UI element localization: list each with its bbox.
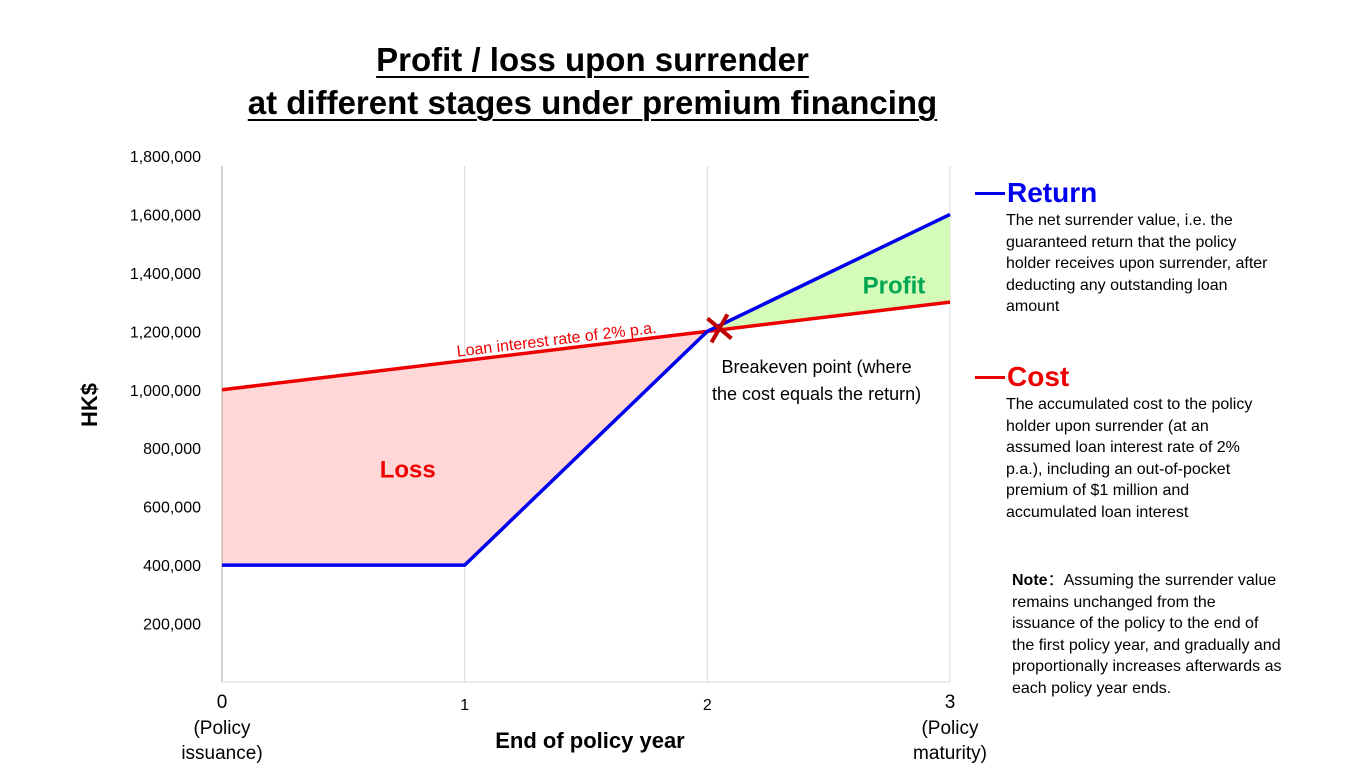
legend-cost-swatch [975, 375, 1005, 379]
legend-return-description: The net surrender value, i.e. the guaran… [1006, 212, 1268, 315]
y-tick-label: 400,000 [143, 558, 201, 575]
chart-title-line2: at different stages under premium financ… [247, 84, 938, 121]
legend-return: Return [975, 178, 1097, 208]
breakeven-marker-stroke-2 [709, 313, 730, 344]
chart-subtitle: at different stages under premium financ… [200, 81, 985, 125]
note-separator: ： [1047, 572, 1064, 589]
x-tick-label: 2 [703, 697, 712, 714]
legend-return-swatch [975, 191, 1005, 195]
x-tick-label: 0 [217, 692, 228, 713]
note-text: Assuming the surrender value remains unc… [1012, 572, 1282, 697]
x-tick-sublabel: (Policy [921, 718, 979, 739]
breakeven-label-line2: the cost equals the return) [712, 384, 921, 404]
legend-cost-description: The accumulated cost to the policy holde… [1006, 396, 1253, 521]
cost-series-line [221, 300, 951, 392]
y-tick-label: 1,600,000 [130, 207, 201, 224]
note-label: Note [1012, 572, 1048, 589]
y-axis-title: HK$ [77, 383, 102, 427]
note: Note：Assuming the surrender value remain… [1012, 570, 1282, 699]
legend-cost-title: Cost [1007, 361, 1070, 392]
chart-title-line1: Profit / loss upon surrender [376, 41, 809, 78]
breakeven-marker [706, 313, 733, 344]
x-tick-label: 3 [945, 692, 956, 713]
x-tick-label: 1 [460, 697, 469, 714]
y-tick-label: 1,000,000 [130, 383, 201, 400]
breakeven-label-line1: Breakeven point (where [721, 357, 911, 377]
x-tick-sublabel: maturity) [913, 743, 987, 764]
loss-label: Loss [380, 456, 436, 483]
y-tick-label: 1,400,000 [130, 266, 201, 283]
y-tick-label: 1,200,000 [130, 324, 201, 341]
return-series-line [222, 212, 951, 567]
chart-title: Profit / loss upon surrender [200, 38, 985, 82]
legend-return-title: Return [1007, 177, 1098, 208]
x-tick-sublabel: issuance) [181, 743, 262, 764]
loss-area [222, 331, 708, 566]
legend-cost: Cost [975, 362, 1069, 392]
y-tick-label: 1,800,000 [130, 149, 201, 166]
y-tick-label: 600,000 [143, 500, 201, 517]
y-tick-label: 200,000 [143, 617, 201, 634]
x-axis-title: End of policy year [495, 728, 685, 753]
x-tick-sublabel: (Policy [193, 718, 251, 739]
profit-label: Profit [863, 272, 926, 299]
y-tick-label: 800,000 [143, 441, 201, 458]
